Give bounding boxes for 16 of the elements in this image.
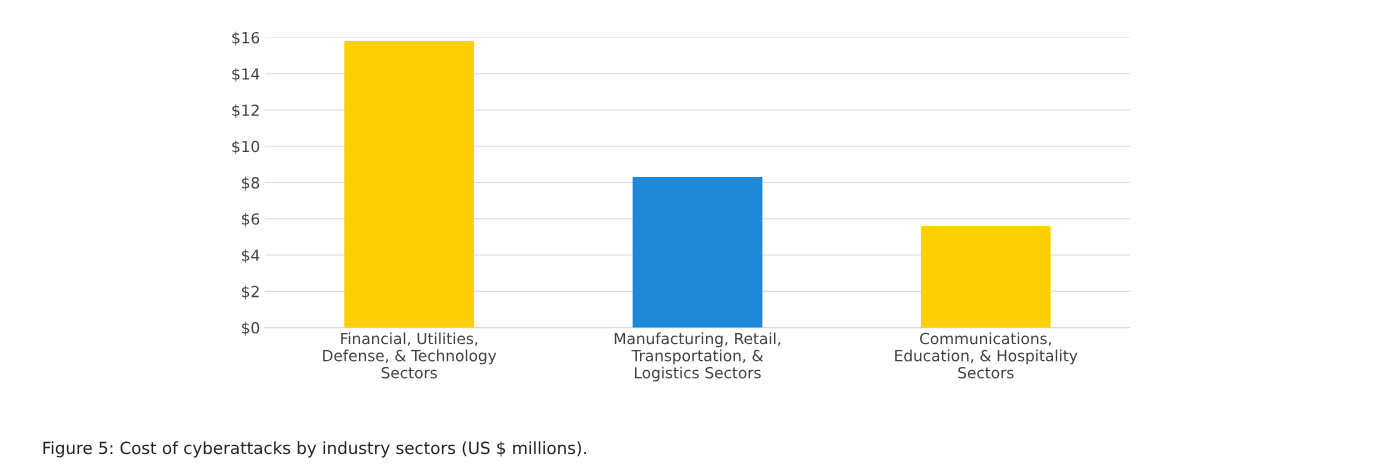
y-tick-label: $10 [232,140,260,155]
y-tick-label: $14 [232,67,260,82]
x-tick-label: Manufacturing, Retail, Transportation, & Logistics Sectors [614,332,781,382]
y-tick-label: $6 [242,212,260,227]
y-tick-label: $4 [242,249,260,264]
caption: Figure 5: Cost of cyberattacks by industry sectors (US $ millions). [43,441,586,458]
x-tick-label: Financial, Utilities, Defense, & Technology Sectors [323,332,497,379]
y-tick-label: $0 [242,321,260,336]
x-tick-label: Communications, Education, & Hospitality Sectors [895,332,1078,379]
bar [920,226,1051,328]
y-tick-label: $2 [242,285,259,300]
bar [632,177,763,328]
y-tick-label: $16 [232,31,260,46]
bar [344,41,475,328]
y-tick-label: $8 [242,176,260,191]
y-tick-label: $12 [232,104,259,119]
